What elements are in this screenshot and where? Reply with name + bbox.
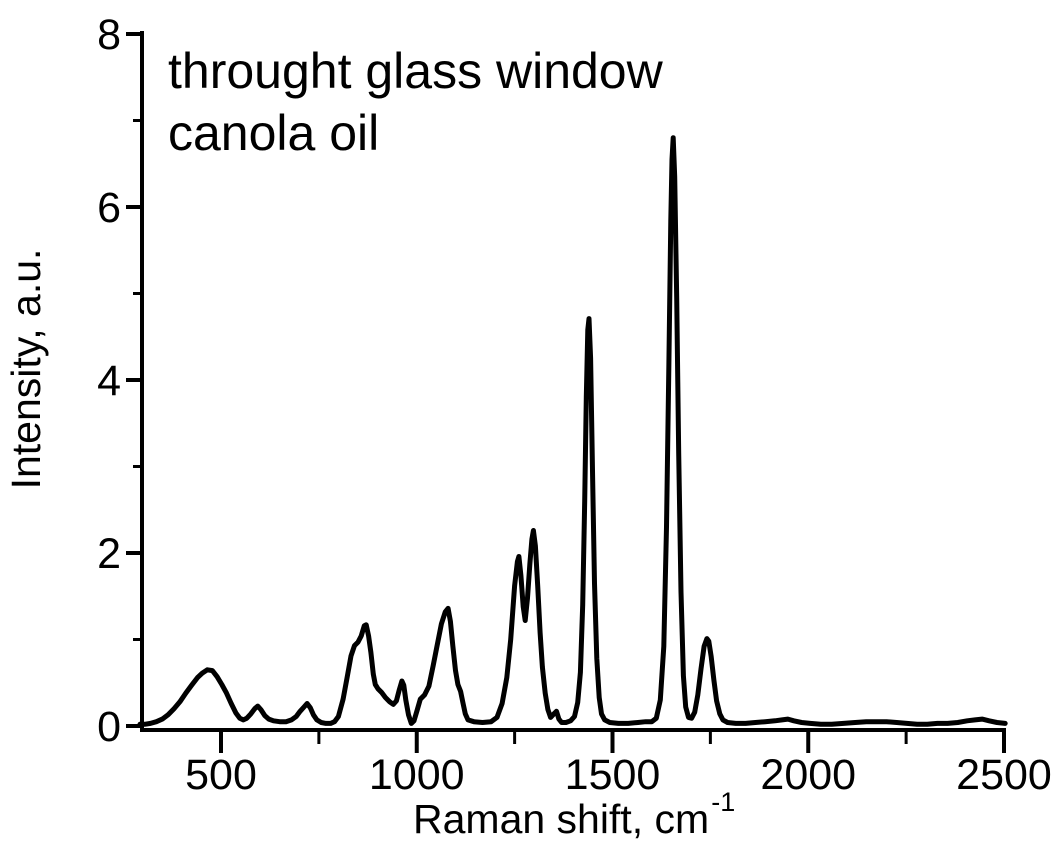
- annotation-line-2: canola oil: [168, 105, 379, 161]
- x-tick-label: 500: [185, 751, 257, 799]
- x-axis-title: Raman shift, cm-1: [413, 787, 735, 842]
- x-axis-title-base: Raman shift, cm: [413, 796, 709, 842]
- axis-tick-labels: 500 1000 1500 2000 2500 0 2 4 6 8: [97, 11, 1052, 799]
- x-tick-label: 1000: [369, 751, 465, 799]
- y-tick-label: 4: [97, 357, 121, 405]
- annotation-line-1: throught glass window: [168, 43, 664, 99]
- y-tick-label: 6: [97, 184, 121, 232]
- x-axis-title-superscript: -1: [711, 787, 735, 817]
- y-axis-title: Intensity, a.u.: [3, 249, 49, 490]
- x-tick-label: 2500: [956, 751, 1052, 799]
- spectrum-curve-group: [137, 135, 1008, 727]
- x-tick-label: 1500: [565, 751, 661, 799]
- spectrum-curve: [137, 135, 1008, 727]
- x-tick-label: 2000: [760, 751, 856, 799]
- axis-ticks: [126, 32, 1006, 753]
- y-tick-label: 0: [97, 703, 121, 751]
- y-tick-label: 8: [97, 11, 121, 59]
- y-tick-label: 2: [97, 530, 121, 578]
